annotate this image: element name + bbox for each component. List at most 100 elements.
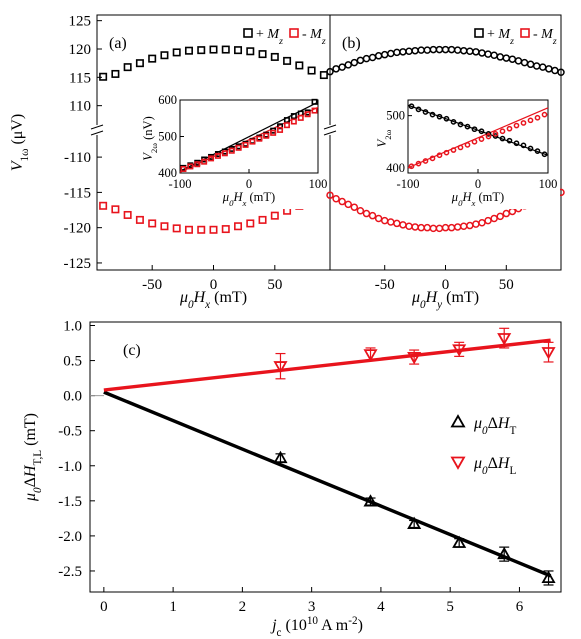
inset-data-point — [277, 126, 284, 133]
inset-data-point — [492, 133, 499, 139]
data-point — [452, 344, 467, 357]
inset-x-axis-label: μ0Hx (mT) — [222, 190, 275, 208]
series-plus-mz — [326, 45, 565, 76]
series-delta-hl — [273, 327, 556, 380]
data-point — [508, 207, 517, 216]
inset-data-point — [180, 165, 187, 172]
inset-x-tick-label: -100 — [397, 177, 420, 191]
data-point — [172, 48, 181, 57]
data-point — [363, 349, 378, 362]
data-point — [405, 47, 413, 56]
data-point — [368, 211, 377, 220]
data-point — [452, 535, 467, 548]
inset-x-tick-label: 0 — [475, 177, 481, 191]
data-point — [411, 46, 419, 55]
data-point — [258, 50, 267, 59]
data-point — [356, 206, 365, 215]
inset-data-point — [457, 144, 464, 151]
data-point — [350, 58, 359, 67]
inset-data-point — [304, 111, 311, 118]
x-tick-label: 2 — [239, 599, 247, 615]
inset-y-tick-label: 500 — [386, 109, 405, 123]
inset-data-point — [443, 149, 450, 156]
inset-data-point — [422, 109, 429, 115]
inset-data-point — [256, 135, 263, 142]
y-tick-label: -0.5 — [58, 424, 82, 440]
y-tick-label: -1.5 — [58, 494, 82, 510]
inset-data-point — [194, 161, 201, 168]
data-point — [123, 63, 132, 72]
inset-data-point — [506, 137, 513, 144]
inset-y-axis-label: V2ω — [375, 129, 393, 147]
data-point — [362, 54, 371, 63]
x-tick-label: 0 — [210, 277, 218, 293]
inset-data-point — [290, 118, 297, 125]
legend-marker — [450, 414, 466, 428]
inset-x-tick-label: -100 — [169, 177, 192, 191]
inset-data-point — [436, 113, 443, 120]
data-point — [399, 48, 407, 56]
x-axis-label: jc (1010 A m-2) — [270, 615, 363, 639]
y-tick-label: -115 — [64, 185, 91, 201]
data-point — [405, 222, 413, 231]
data-point — [497, 333, 512, 346]
inset-data-point — [520, 120, 527, 126]
axis-break-line — [90, 130, 104, 136]
data-point — [273, 361, 288, 374]
data-point — [338, 197, 346, 206]
data-point — [541, 570, 556, 583]
data-point — [338, 63, 346, 71]
inset-data-point — [201, 158, 208, 165]
data-point — [184, 225, 193, 234]
data-point — [209, 225, 218, 234]
legend-label: + Mz — [487, 27, 514, 47]
inset-y-tick-label: 400 — [158, 166, 177, 180]
inset-fit-line — [407, 107, 549, 169]
data-point — [380, 50, 389, 59]
panel-label: (a) — [109, 35, 127, 52]
inset-x-tick-label: 100 — [309, 177, 328, 191]
data-point — [539, 63, 547, 71]
inset-data-point — [492, 131, 499, 137]
data-point — [197, 46, 206, 55]
y-tick-label: -2.0 — [58, 529, 82, 545]
data-point — [490, 214, 498, 223]
legend-label: μ0ΔHL — [473, 455, 516, 477]
data-point — [520, 58, 529, 67]
y-tick-label: 120 — [69, 42, 92, 58]
data-point — [160, 51, 169, 60]
inset-series-plus-mz — [408, 103, 548, 158]
legend-label: + Mz — [256, 27, 283, 47]
data-point — [514, 57, 523, 65]
data-point — [387, 49, 395, 58]
data-point — [273, 450, 288, 464]
data-point — [209, 45, 218, 54]
data-point — [234, 46, 243, 55]
legend-marker — [474, 28, 484, 38]
data-point — [270, 52, 279, 61]
panel-b: -50 0 50 μ0Hy (mT) (b) + Mz - Mz -100 0 100 400 500… — [323, 14, 565, 311]
data-point — [466, 221, 474, 230]
data-point — [234, 222, 243, 231]
series-delta-ht — [273, 450, 556, 586]
legend-marker — [450, 456, 466, 470]
data-point — [466, 47, 474, 56]
inset-data-point — [499, 128, 506, 135]
inset-data-point — [464, 141, 471, 148]
inset-y-tick-label: 600 — [158, 93, 177, 107]
panel-a: 110 115 120 125 -110 -115 -120 -125 V1ω (μV) -50 0… — [9, 14, 331, 311]
inset-series-minus-mz — [180, 107, 318, 172]
data-point — [393, 48, 401, 57]
data-point — [111, 69, 120, 78]
inset-data-point — [283, 122, 290, 129]
inset-data-point — [443, 115, 450, 122]
x-tick-label: -50 — [375, 277, 395, 293]
inset-data-point — [464, 123, 471, 130]
axis-break — [323, 124, 337, 136]
y-tick-label: -120 — [64, 221, 92, 237]
inset-data-point — [527, 145, 534, 152]
data-point — [453, 223, 462, 231]
inset-data-point — [235, 144, 242, 151]
data-point — [363, 494, 378, 507]
data-point — [221, 45, 230, 54]
